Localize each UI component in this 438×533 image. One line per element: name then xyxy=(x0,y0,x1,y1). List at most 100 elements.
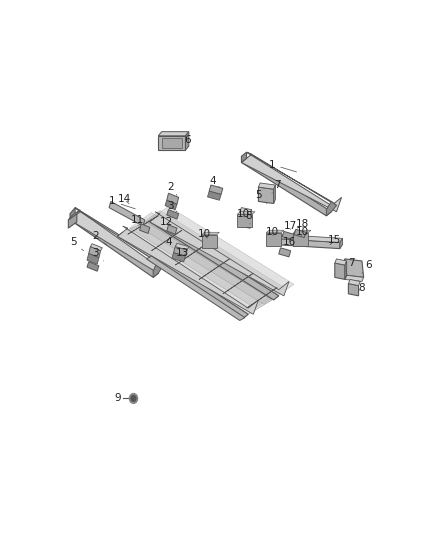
Polygon shape xyxy=(241,158,332,216)
Polygon shape xyxy=(340,238,343,248)
Text: 6: 6 xyxy=(180,135,191,150)
Polygon shape xyxy=(279,248,291,257)
Polygon shape xyxy=(158,132,189,136)
Text: 1: 1 xyxy=(268,159,297,172)
Text: 15: 15 xyxy=(328,236,342,245)
Polygon shape xyxy=(343,259,346,279)
Polygon shape xyxy=(146,256,245,320)
Text: 7: 7 xyxy=(346,258,355,271)
Polygon shape xyxy=(70,207,163,273)
Polygon shape xyxy=(345,276,364,281)
Polygon shape xyxy=(294,229,306,238)
Polygon shape xyxy=(68,209,80,220)
Polygon shape xyxy=(162,138,182,148)
Polygon shape xyxy=(250,209,251,228)
Polygon shape xyxy=(109,201,145,226)
Polygon shape xyxy=(75,207,163,265)
Polygon shape xyxy=(165,200,177,209)
Polygon shape xyxy=(348,279,360,286)
Text: 3: 3 xyxy=(167,200,177,212)
Text: 4: 4 xyxy=(209,176,219,187)
Text: 17: 17 xyxy=(284,221,297,231)
Text: 14: 14 xyxy=(118,195,131,204)
Polygon shape xyxy=(247,152,336,206)
Polygon shape xyxy=(335,259,346,265)
Polygon shape xyxy=(345,261,346,279)
Polygon shape xyxy=(70,216,158,277)
Text: 2: 2 xyxy=(92,231,107,245)
Polygon shape xyxy=(223,273,253,294)
Text: 5: 5 xyxy=(70,238,84,251)
Polygon shape xyxy=(199,259,230,279)
Polygon shape xyxy=(208,191,221,200)
Text: 18: 18 xyxy=(296,219,309,229)
Polygon shape xyxy=(266,232,281,246)
Polygon shape xyxy=(247,288,277,308)
Text: 9: 9 xyxy=(114,393,127,403)
Circle shape xyxy=(131,395,136,401)
Polygon shape xyxy=(175,243,189,250)
Polygon shape xyxy=(293,232,308,246)
Text: 7: 7 xyxy=(272,180,280,193)
Text: 10: 10 xyxy=(198,229,211,239)
Polygon shape xyxy=(87,262,99,271)
Polygon shape xyxy=(258,183,276,189)
Text: 4: 4 xyxy=(165,238,177,248)
Text: 8: 8 xyxy=(358,282,365,293)
Text: 16: 16 xyxy=(283,238,296,247)
Polygon shape xyxy=(150,218,279,300)
Polygon shape xyxy=(258,187,274,204)
Text: 6: 6 xyxy=(362,260,372,273)
Polygon shape xyxy=(68,214,77,228)
Polygon shape xyxy=(209,185,223,195)
Polygon shape xyxy=(241,152,247,163)
Polygon shape xyxy=(146,206,294,300)
Polygon shape xyxy=(150,212,289,296)
Text: 3: 3 xyxy=(92,248,104,261)
Polygon shape xyxy=(130,213,277,308)
Polygon shape xyxy=(274,185,276,204)
Polygon shape xyxy=(175,245,206,265)
Polygon shape xyxy=(326,201,336,216)
Polygon shape xyxy=(240,207,251,214)
Polygon shape xyxy=(70,207,75,220)
Polygon shape xyxy=(345,259,364,277)
Polygon shape xyxy=(90,244,102,251)
Polygon shape xyxy=(173,247,187,256)
Polygon shape xyxy=(274,238,340,248)
Polygon shape xyxy=(140,224,150,233)
Polygon shape xyxy=(237,214,252,227)
Polygon shape xyxy=(117,226,258,314)
Text: 10: 10 xyxy=(265,227,279,237)
Polygon shape xyxy=(335,263,345,279)
Polygon shape xyxy=(241,152,342,212)
Text: 10: 10 xyxy=(237,209,250,219)
Text: 2: 2 xyxy=(167,182,177,195)
Polygon shape xyxy=(152,230,182,251)
Text: 11: 11 xyxy=(131,215,145,225)
Text: 12: 12 xyxy=(160,217,173,227)
Polygon shape xyxy=(240,212,250,228)
Text: 5: 5 xyxy=(255,190,267,204)
Polygon shape xyxy=(172,253,185,262)
Text: 1: 1 xyxy=(109,197,135,209)
Polygon shape xyxy=(128,216,158,235)
Polygon shape xyxy=(237,212,255,214)
Polygon shape xyxy=(202,235,217,248)
Polygon shape xyxy=(266,230,284,232)
Text: 10: 10 xyxy=(296,227,309,237)
Polygon shape xyxy=(274,235,343,243)
Polygon shape xyxy=(348,284,359,296)
Polygon shape xyxy=(158,136,185,150)
Polygon shape xyxy=(87,254,99,264)
Polygon shape xyxy=(282,231,294,240)
Circle shape xyxy=(130,393,138,403)
Polygon shape xyxy=(153,259,163,277)
Polygon shape xyxy=(293,230,311,232)
Polygon shape xyxy=(88,247,101,257)
Polygon shape xyxy=(138,211,286,304)
Polygon shape xyxy=(117,232,248,318)
Polygon shape xyxy=(167,225,177,235)
Polygon shape xyxy=(167,193,179,204)
Polygon shape xyxy=(167,209,179,219)
